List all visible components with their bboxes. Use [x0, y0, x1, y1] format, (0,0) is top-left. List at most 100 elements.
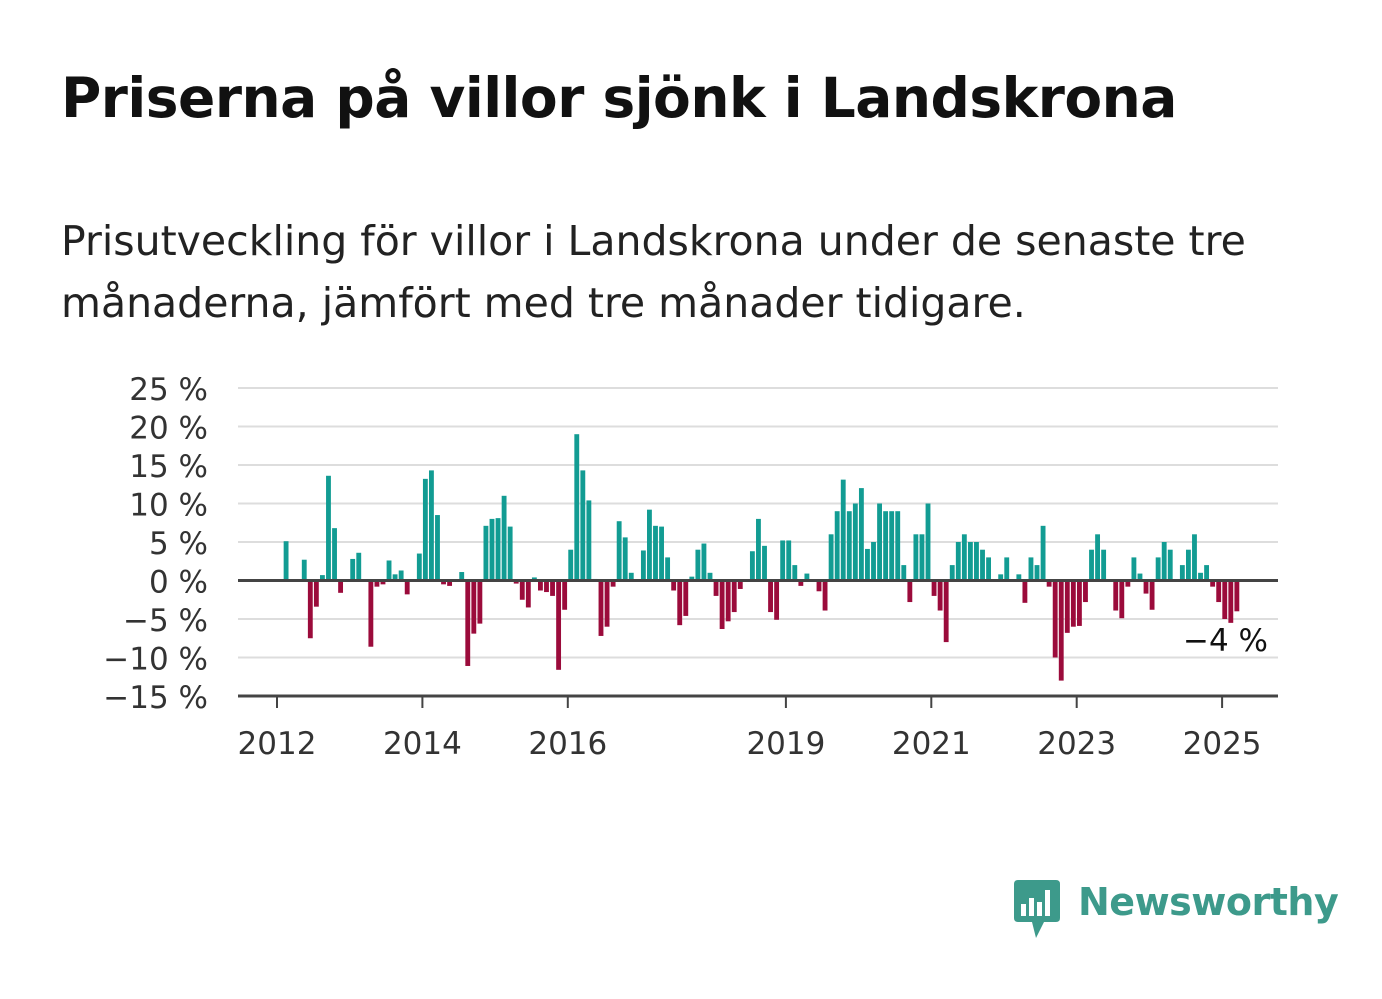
- bar: [1016, 574, 1022, 581]
- bar: [677, 580, 683, 626]
- bar: [1198, 572, 1203, 581]
- x-tick-label: 2023: [1037, 726, 1116, 762]
- bar: [489, 518, 495, 581]
- bar: [798, 580, 804, 586]
- bar: [313, 580, 319, 607]
- bar: [1137, 573, 1143, 581]
- bar: [477, 580, 483, 624]
- bar: [544, 580, 549, 593]
- bar: [877, 503, 882, 581]
- bar: [852, 503, 858, 581]
- bar: [858, 488, 864, 581]
- bar: [556, 580, 562, 670]
- bar: [1004, 557, 1010, 581]
- bar: [937, 580, 943, 611]
- bar: [967, 542, 973, 581]
- bar: [386, 560, 392, 581]
- bar: [640, 550, 646, 581]
- bar: [326, 475, 331, 581]
- bar: [531, 577, 537, 581]
- bar: [889, 511, 895, 581]
- bar: [513, 580, 519, 584]
- bar: [1179, 565, 1185, 581]
- y-tick-label: −5 %: [123, 603, 208, 639]
- bar: [786, 540, 792, 581]
- bar: [435, 515, 440, 581]
- bar: [919, 534, 925, 581]
- bar: [610, 580, 616, 587]
- bar: [283, 541, 289, 581]
- x-tick-label: 2016: [528, 726, 607, 762]
- bar: [780, 540, 786, 581]
- bar: [562, 580, 568, 610]
- bar: [1210, 580, 1216, 587]
- bar: [695, 549, 701, 581]
- bar: [895, 511, 901, 581]
- bar: [422, 478, 428, 581]
- bar: [356, 552, 362, 581]
- bar: [925, 503, 931, 581]
- y-tick-label: 5 %: [149, 526, 208, 562]
- bar: [883, 511, 889, 581]
- bar: [986, 557, 991, 581]
- bar: [441, 580, 446, 585]
- y-axis-ticks: 25 %20 %15 %10 %5 %0 %−5 %−10 %−15 %: [103, 372, 208, 716]
- bar: [707, 572, 713, 581]
- last-value-label: −4 %: [1183, 623, 1268, 659]
- bar: [828, 534, 834, 581]
- bar: [368, 580, 374, 647]
- bar: [471, 580, 477, 634]
- bar: [1095, 534, 1101, 581]
- bar: [459, 572, 465, 581]
- bar: [756, 518, 761, 581]
- bar: [961, 534, 967, 581]
- bar: [804, 573, 810, 581]
- bar: [616, 521, 622, 581]
- bar: [647, 509, 652, 581]
- bar: [568, 549, 574, 581]
- bar: [834, 511, 840, 581]
- x-tick-label: 2012: [238, 726, 317, 762]
- bar: [1234, 580, 1240, 612]
- bar: [1185, 549, 1191, 581]
- bar: [671, 580, 677, 591]
- bar: [628, 572, 634, 581]
- x-tick-label: 2019: [746, 726, 825, 762]
- bar: [719, 580, 725, 630]
- bar: [1070, 580, 1076, 627]
- bar: [725, 580, 731, 622]
- bar: [447, 580, 453, 586]
- bar: [350, 558, 356, 581]
- bar: [955, 542, 961, 581]
- bar: [822, 580, 828, 611]
- newsworthy-logo: Newsworthy: [1012, 880, 1339, 940]
- bar: [974, 542, 979, 581]
- bar: [1064, 580, 1070, 633]
- x-axis-ticks: 2012 2014 2016 2019 2021 2023 2025: [238, 696, 1262, 762]
- bar: [392, 574, 398, 581]
- bar: [1125, 580, 1131, 587]
- bar: [689, 576, 695, 581]
- bar: [792, 565, 798, 581]
- page-subtitle: Prisutveckling för villor i Landskrona u…: [61, 217, 1246, 327]
- bar: [683, 580, 689, 616]
- bar: [1083, 580, 1088, 603]
- x-tick-label: 2025: [1183, 726, 1262, 762]
- bar: [737, 580, 743, 589]
- bar: [998, 574, 1004, 581]
- bar: [598, 580, 604, 636]
- bars: [283, 434, 1240, 681]
- y-tick-label: 15 %: [129, 449, 208, 485]
- bar: [495, 518, 501, 581]
- y-tick-label: −10 %: [103, 642, 208, 678]
- page-title: Priserna på villor sjönk i Landskrona: [61, 66, 1177, 130]
- y-tick-label: 10 %: [129, 488, 208, 524]
- bar: [1034, 565, 1040, 581]
- bar: [768, 580, 773, 613]
- bar: [622, 537, 628, 581]
- bar: [1101, 549, 1107, 581]
- bar: [949, 565, 955, 581]
- bar: [380, 580, 386, 585]
- bar: [1028, 557, 1034, 581]
